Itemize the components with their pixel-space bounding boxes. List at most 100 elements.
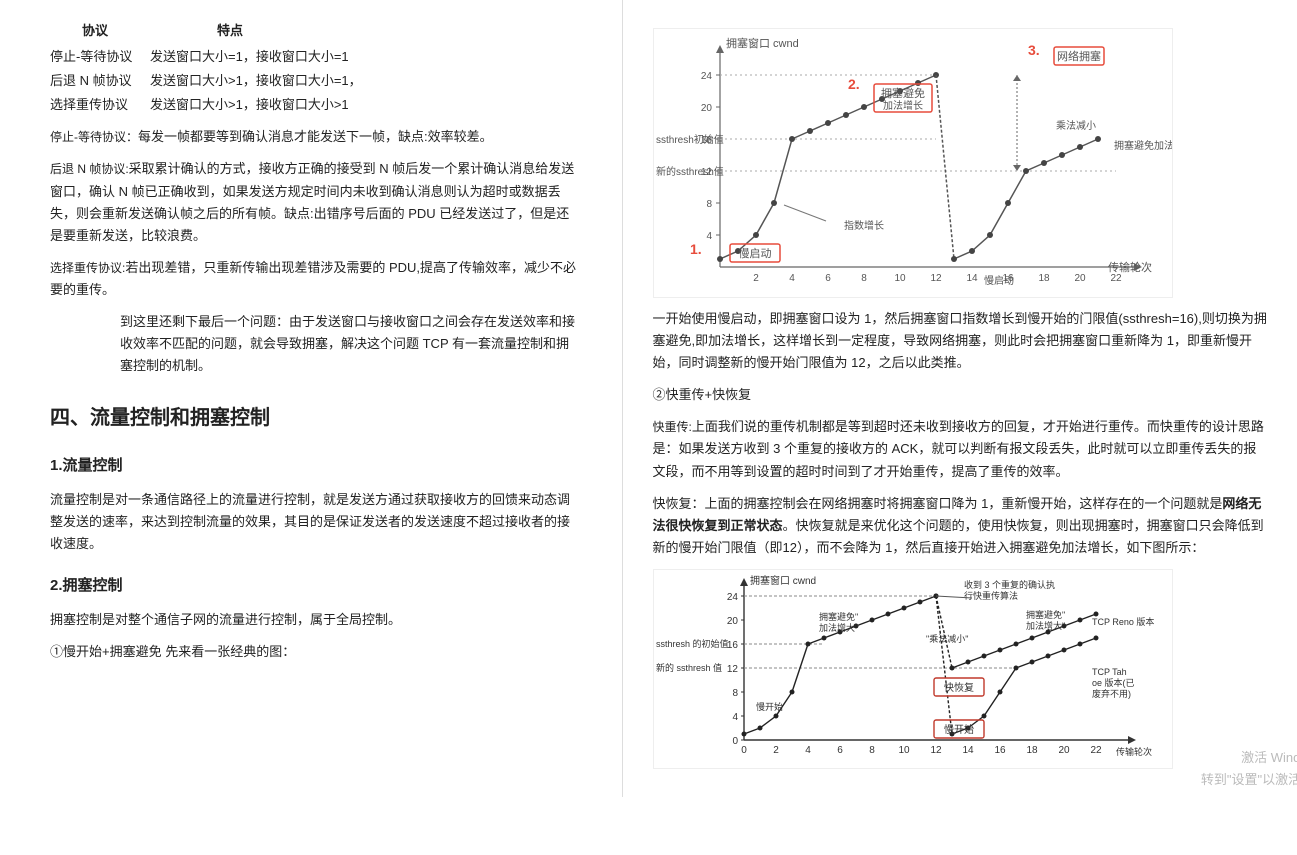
svg-text:拥塞窗口 cwnd: 拥塞窗口 cwnd [726,36,799,50]
svg-text:10: 10 [898,745,910,756]
svg-text:"乘法减小": "乘法减小" [926,633,968,644]
svg-text:慢启动: 慢启动 [738,247,771,260]
para-fastrecovery: 快恢复：上面的拥塞控制会在网络拥塞时将拥塞窗口降为 1，重新慢开始，这样存在的一… [653,493,1267,559]
body: 每发一帧都要等到确认消息才能发送下一帧，缺点:效率较差。 [138,129,493,144]
svg-text:TCP Tah: TCP Tah [1092,667,1127,677]
svg-text:2: 2 [773,745,779,756]
svg-text:8: 8 [861,273,867,284]
right-column: 拥塞窗口 cwnd传输轮次4812162024ssthresh初始值新的ssth… [623,0,1297,797]
para-sub2: ②快重传+快恢复 [653,384,1267,406]
cell-feature: 发送窗口大小>1，接收窗口大小>1 [150,94,582,116]
svg-text:行快重传算法: 行快重传算法 [964,590,1018,601]
svg-text:传输轮次: 传输轮次 [1108,260,1152,274]
svg-text:8: 8 [706,199,712,210]
svg-text:拥塞避免: 拥塞避免 [881,86,925,100]
svg-text:传输轮次: 传输轮次 [1116,746,1152,757]
svg-text:12: 12 [930,273,942,284]
para-fastretransmit: 快重传:上面我们说的重传机制都是等到超时还未收到接收方的回复，才开始进行重传。而… [653,416,1267,482]
svg-text:0: 0 [732,736,738,747]
para-flow: 流量控制是对一条通信路径上的流量进行控制，就是发送方通过获取接收方的回馈来动态调… [50,489,582,555]
body: 采取累计确认的方式，接收方正确的接受到 N 帧后发一个累计确认消息给发送窗口，确… [50,161,574,242]
para-classic-chart: ①慢开始+拥塞避免 先来看一张经典的图： [50,641,582,663]
svg-text:22: 22 [1090,745,1102,756]
svg-text:新的 ssthresh 值: 新的 ssthresh 值 [656,662,722,673]
svg-text:24: 24 [726,592,738,603]
svg-text:加法增大": 加法增大" [819,622,858,633]
table-row: 选择重传协议 发送窗口大小>1，接收窗口大小>1 [50,94,582,116]
svg-text:22: 22 [1110,273,1122,284]
left-column: 协议 特点 停止-等待协议 发送窗口大小=1，接收窗口大小=1 后退 N 帧协议… [0,0,623,797]
th-protocol: 协议 [50,20,140,42]
windows-watermark: 激活 Window 转到"设置"以激活 W [1201,747,1297,791]
svg-text:慢启动: 慢启动 [984,274,1014,287]
svg-text:快恢复: 快恢复 [944,681,974,694]
svg-text:oe 版本(已: oe 版本(已 [1092,677,1135,688]
lead: 快重传: [653,420,692,434]
svg-text:4: 4 [805,745,811,756]
para-slowstart: 一开始使用慢启动，即拥塞窗口设为 1，然后拥塞窗口指数增长到慢开始的门限值(ss… [653,308,1267,374]
para-sr: 选择重传协议:若出现差错，只重新传输出现差错涉及需要的 PDU,提高了传输效率，… [50,257,582,301]
svg-text:拥塞避免": 拥塞避免" [819,611,858,622]
svg-text:20: 20 [726,616,738,627]
svg-text:18: 18 [1038,273,1050,284]
svg-text:TCP Reno 版本: TCP Reno 版本 [1092,616,1154,627]
table-row: 后退 N 帧协议 发送窗口大小>1，接收窗口大小=1， [50,70,582,92]
svg-text:14: 14 [962,745,974,756]
svg-text:6: 6 [837,745,843,756]
th-feature: 特点 [140,20,320,42]
cell-protocol: 后退 N 帧协议 [50,70,150,92]
svg-text:6: 6 [825,273,831,284]
congestion-chart-1: 拥塞窗口 cwnd传输轮次4812162024ssthresh初始值新的ssth… [653,28,1173,298]
pre: 快恢复：上面的拥塞控制会在网络拥塞时将拥塞窗口降为 1，重新慢开始，这样存在的一… [653,496,1223,511]
svg-text:2: 2 [753,273,759,284]
svg-text:12: 12 [726,664,738,675]
svg-text:废弃不用): 废弃不用) [1092,688,1131,699]
svg-text:8: 8 [732,688,738,699]
svg-text:ssthresh 的初始值: ssthresh 的初始值 [656,638,729,649]
svg-text:网络拥塞: 网络拥塞 [1057,49,1101,63]
svg-text:加法增长: 加法增长 [883,99,923,112]
svg-text:慢开始: 慢开始 [756,701,783,712]
svg-text:16: 16 [994,745,1006,756]
cell-feature: 发送窗口大小=1，接收窗口大小=1 [150,46,582,68]
svg-text:16: 16 [726,640,738,651]
svg-text:20: 20 [1074,273,1086,284]
svg-text:20: 20 [1058,745,1070,756]
para-congestion: 拥塞控制是对整个通信子网的流量进行控制，属于全局控制。 [50,609,582,631]
svg-text:10: 10 [894,273,906,284]
svg-text:2.: 2. [848,76,860,92]
cell-feature: 发送窗口大小>1，接收窗口大小=1， [150,70,582,92]
table-row: 停止-等待协议 发送窗口大小=1，接收窗口大小=1 [50,46,582,68]
sub-title-flow: 1.流量控制 [50,453,582,479]
svg-text:12: 12 [930,745,942,756]
para-gbn: 后退 N 帧协议:采取累计确认的方式，接收方正确的接受到 N 帧后发一个累计确认… [50,158,582,246]
svg-text:收到 3 个重复的确认执: 收到 3 个重复的确认执 [964,579,1055,590]
svg-text:4: 4 [789,273,795,284]
svg-text:新的ssthresh值: 新的ssthresh值 [656,165,724,178]
cell-protocol: 停止-等待协议 [50,46,150,68]
watermark-line2: 转到"设置"以激活 W [1201,769,1297,791]
protocol-table-header: 协议 特点 [50,20,582,42]
svg-text:20: 20 [700,103,712,114]
svg-text:14: 14 [966,273,978,284]
section-title: 四、流量控制和拥塞控制 [50,401,582,435]
svg-text:慢开始: 慢开始 [944,723,974,736]
body: 若出现差错，只重新传输出现差错涉及需要的 PDU,提高了传输效率，减少不必要的重… [50,260,576,297]
para-stopwait: 停止-等待协议：每发一帧都要等到确认消息才能发送下一帧，缺点:效率较差。 [50,126,582,148]
para-remaining: 到这里还剩下最后一个问题：由于发送窗口与接收窗口之间会存在发送效率和接收效率不匹… [120,311,582,377]
svg-text:拥塞避免": 拥塞避免" [1026,609,1065,620]
svg-text:ssthresh初始值: ssthresh初始值 [656,133,724,146]
cell-protocol: 选择重传协议 [50,94,150,116]
lead: 选择重传协议: [50,261,125,275]
svg-text:1.: 1. [690,241,702,257]
watermark-line1: 激活 Window [1201,747,1297,769]
lead: 停止-等待协议： [50,130,138,144]
svg-text:18: 18 [1026,745,1038,756]
svg-text:8: 8 [869,745,875,756]
sub-title-congestion: 2.拥塞控制 [50,573,582,599]
svg-text:3.: 3. [1028,42,1040,58]
congestion-chart-2: 拥塞窗口 cwnd 0 4 8 12 16 20 24 ssthresh 的初始值新的 ssth… [653,569,1173,769]
svg-text:拥塞避免加法增大: 拥塞避免加法增大 [1114,139,1173,152]
svg-text:拥塞窗口 cwnd: 拥塞窗口 cwnd [750,574,816,587]
lead: 后退 N 帧协议: [50,162,129,176]
